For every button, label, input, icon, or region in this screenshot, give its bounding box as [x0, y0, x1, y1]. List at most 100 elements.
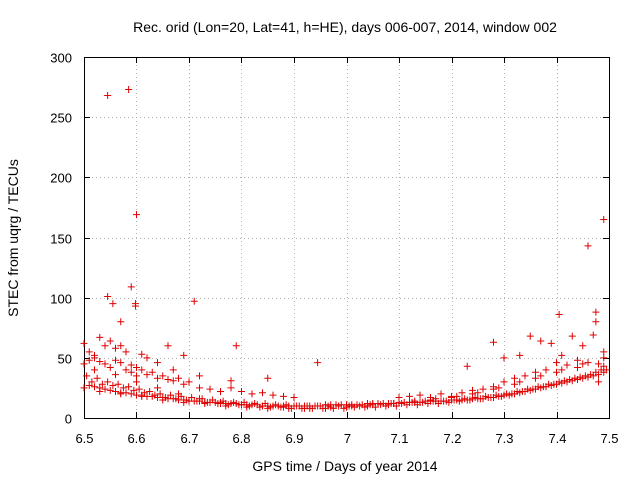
- data-point: [587, 371, 595, 379]
- data-point: [579, 342, 587, 350]
- data-point: [411, 397, 419, 405]
- data-point: [104, 92, 112, 100]
- x-tick-label: 6.5: [75, 431, 93, 446]
- x-tick-label: 7.1: [390, 431, 408, 446]
- data-point: [114, 380, 122, 388]
- data-point: [201, 400, 209, 408]
- data-point: [595, 360, 602, 368]
- y-tick-label: 100: [50, 292, 72, 307]
- y-tick-label: 300: [50, 51, 72, 66]
- data-point: [600, 354, 608, 362]
- data-point: [112, 388, 119, 396]
- data-point: [133, 211, 140, 219]
- y-tick-label: 50: [58, 352, 72, 367]
- chart-title: Rec. orid (Lon=20, Lat=41, h=HE), days 0…: [133, 19, 557, 35]
- data-point: [159, 396, 167, 404]
- data-point: [511, 380, 518, 388]
- data-point: [537, 372, 545, 380]
- data-point: [511, 374, 518, 382]
- data-point: [290, 394, 298, 402]
- data-point: [482, 392, 490, 400]
- data-point: [306, 404, 314, 412]
- data-point: [106, 363, 114, 371]
- data-point: [109, 382, 117, 390]
- data-point: [227, 384, 235, 392]
- data-point: [251, 400, 259, 408]
- x-tick-label: 7.2: [443, 431, 461, 446]
- data-point: [112, 371, 119, 379]
- data-point: [91, 354, 98, 362]
- data-point: [196, 384, 203, 392]
- x-tick-label: 7.5: [600, 431, 618, 446]
- data-point: [474, 389, 482, 397]
- data-point: [138, 350, 146, 358]
- data-point: [592, 368, 600, 376]
- x-tick-label: 7.3: [495, 431, 513, 446]
- data-point: [130, 386, 138, 394]
- data-point: [175, 390, 182, 398]
- data-point: [600, 215, 608, 223]
- data-point: [188, 394, 196, 402]
- data-point: [385, 401, 392, 409]
- data-point: [568, 332, 576, 340]
- data-point: [125, 383, 133, 391]
- data-point: [592, 308, 600, 316]
- data-point: [264, 404, 272, 412]
- data-point: [230, 398, 238, 406]
- data-point: [143, 371, 151, 379]
- data-point: [600, 362, 608, 370]
- data-point: [369, 401, 377, 409]
- data-point: [172, 395, 180, 403]
- data-point: [335, 402, 343, 410]
- data-point: [547, 339, 555, 347]
- data-point: [180, 398, 188, 406]
- data-point: [516, 378, 524, 386]
- data-point: [238, 388, 245, 396]
- data-point: [101, 360, 109, 368]
- data-point: [529, 385, 537, 393]
- data-point: [112, 344, 119, 352]
- data-point: [555, 311, 563, 319]
- x-tick-label: 6.7: [180, 431, 198, 446]
- data-point: [343, 403, 350, 411]
- data-point: [398, 400, 406, 408]
- data-point: [127, 361, 135, 369]
- data-point: [117, 342, 125, 350]
- data-point: [91, 383, 98, 391]
- data-point: [133, 363, 140, 371]
- data-point: [154, 384, 161, 392]
- data-point: [471, 394, 479, 402]
- data-point: [495, 384, 503, 392]
- data-point: [164, 342, 172, 350]
- data-point: [151, 391, 159, 399]
- data-point: [466, 396, 474, 404]
- data-point: [112, 356, 119, 364]
- data-point: [88, 378, 96, 386]
- data-point: [537, 337, 545, 345]
- data-point: [80, 360, 88, 368]
- y-tick-label: 200: [50, 171, 72, 186]
- data-points: [80, 85, 610, 412]
- data-point: [518, 388, 526, 396]
- data-point: [243, 403, 251, 411]
- data-point: [463, 362, 471, 370]
- data-point: [269, 391, 277, 399]
- data-point: [91, 366, 98, 374]
- data-point: [109, 300, 117, 308]
- data-point: [159, 372, 167, 380]
- data-point: [539, 383, 547, 391]
- data-point: [364, 402, 371, 410]
- data-point: [264, 374, 272, 382]
- data-point: [595, 378, 602, 386]
- data-point: [453, 392, 461, 400]
- data-point: [209, 396, 217, 404]
- data-point: [461, 395, 469, 403]
- data-point: [427, 396, 434, 404]
- data-point: [521, 372, 529, 380]
- data-point: [185, 378, 193, 386]
- data-point: [440, 397, 448, 405]
- data-point: [133, 378, 140, 386]
- data-point: [555, 378, 563, 386]
- data-point: [542, 366, 550, 374]
